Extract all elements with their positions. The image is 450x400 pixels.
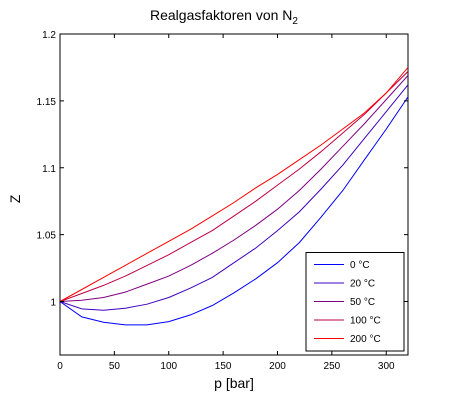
series-line-0 [60, 96, 408, 326]
x-tick-label: 100 [160, 361, 177, 372]
legend-label-2: 50 °C [350, 297, 375, 308]
x-tick-label: 50 [109, 361, 121, 372]
legend-label-4: 200 °C [350, 334, 381, 345]
series-line-4 [60, 67, 408, 302]
legend: 0 °C 20 °C 50 °C 100 °C 200 °C [305, 252, 405, 352]
plot-area: 0 50 100 150 200 250 300 1 1.05 1.1 1.15 1.2 [37, 30, 409, 372]
y-tick-label: 1.2 [42, 30, 56, 41]
x-tick-label: 0 [57, 361, 63, 372]
chart-title: Realgasfaktoren von N2 [150, 7, 298, 27]
x-tick-label: 250 [324, 361, 341, 372]
series-line-2 [60, 75, 408, 302]
y-tick-label: 1 [50, 298, 56, 309]
y-axis-label: Z [7, 194, 23, 203]
x-tick-label: 200 [269, 361, 286, 372]
legend-label-3: 100 °C [350, 316, 381, 327]
series-line-1 [60, 84, 408, 311]
y-tick-label: 1.05 [37, 231, 57, 242]
x-tick-label: 300 [378, 361, 395, 372]
chart-title-subscript: 2 [292, 16, 298, 27]
y-tick-label: 1.15 [37, 97, 57, 108]
y-tick-label: 1.1 [42, 164, 56, 175]
x-axis-label: p [bar] [214, 375, 254, 391]
legend-label-0: 0 °C [350, 260, 370, 271]
x-tick-label: 150 [215, 361, 232, 372]
legend-label-1: 20 °C [350, 279, 375, 290]
series-line-3 [60, 71, 408, 302]
chart-title-main: Realgasfaktoren von N [150, 7, 292, 23]
